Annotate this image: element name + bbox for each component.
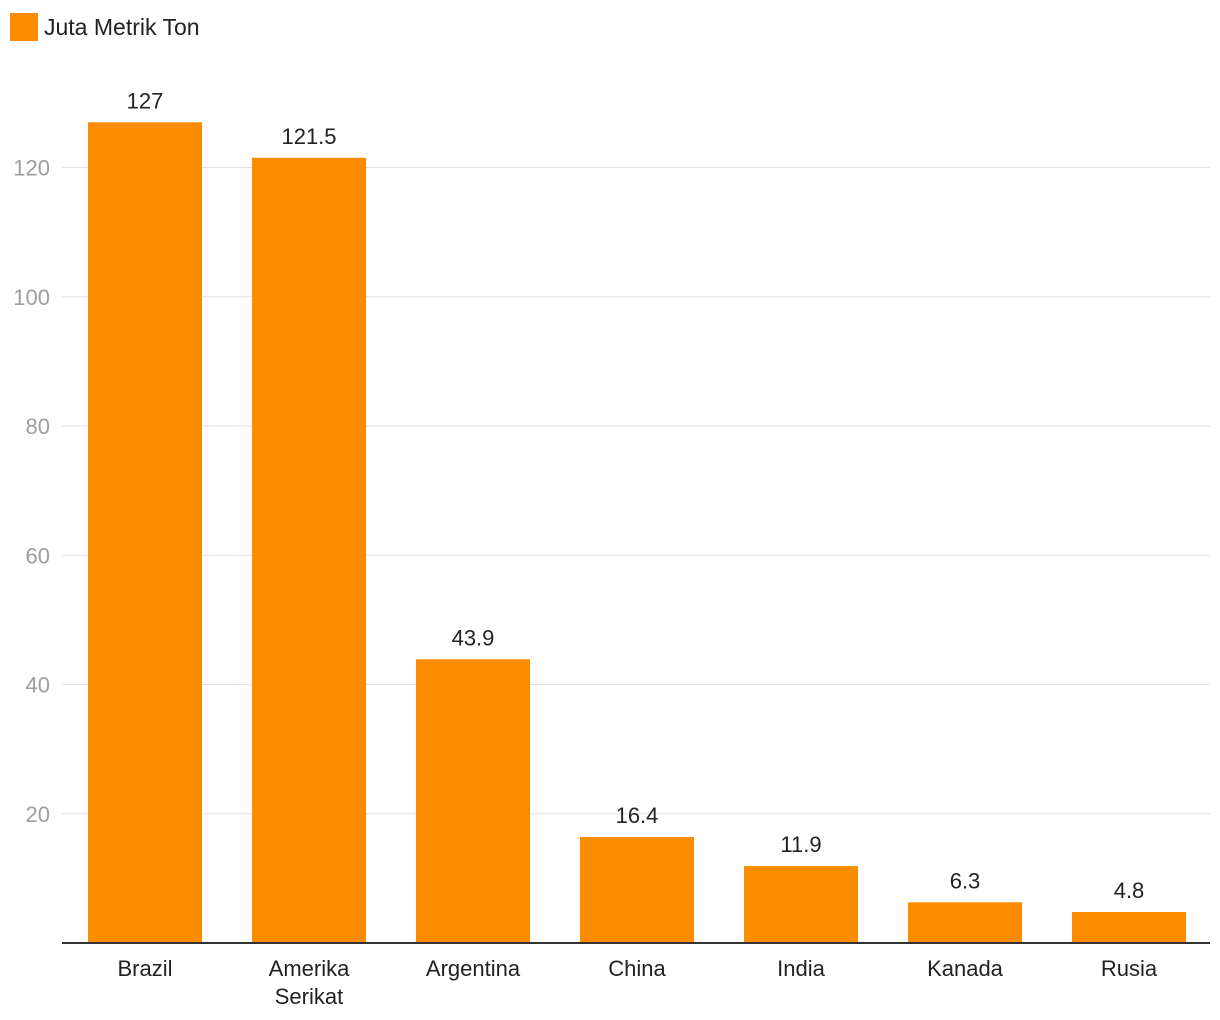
bar[interactable] bbox=[580, 837, 694, 943]
x-tick-label: Amerika Serikat bbox=[269, 956, 350, 1009]
bar[interactable] bbox=[88, 122, 202, 943]
bar[interactable] bbox=[908, 902, 1022, 943]
bar[interactable] bbox=[416, 659, 530, 943]
x-tick-label-line: Rusia bbox=[1101, 956, 1158, 981]
x-tick-label: Argentina bbox=[426, 956, 521, 981]
y-tick-label: 20 bbox=[26, 802, 50, 827]
x-tick-label: India bbox=[777, 956, 825, 981]
data-label: 121.5 bbox=[281, 124, 336, 149]
data-label: 16.4 bbox=[616, 803, 659, 828]
x-tick-label-line: Kanada bbox=[927, 956, 1004, 981]
y-tick-label: 40 bbox=[26, 673, 50, 698]
x-tick-label-line: Argentina bbox=[426, 956, 521, 981]
bar[interactable] bbox=[744, 866, 858, 943]
data-label: 43.9 bbox=[452, 625, 495, 650]
data-label: 11.9 bbox=[780, 832, 821, 857]
y-tick-label: 120 bbox=[13, 156, 50, 181]
data-label: 4.8 bbox=[1114, 878, 1145, 903]
y-tick-label: 60 bbox=[26, 543, 50, 568]
data-label: 6.3 bbox=[950, 868, 981, 893]
legend[interactable]: Juta Metrik Ton bbox=[10, 13, 200, 41]
x-tick-label: China bbox=[608, 956, 666, 981]
legend-label: Juta Metrik Ton bbox=[44, 14, 200, 40]
x-tick-label-line: Amerika bbox=[269, 956, 350, 981]
y-tick-label: 100 bbox=[13, 285, 50, 310]
bar[interactable] bbox=[252, 157, 366, 943]
x-tick-label: Rusia bbox=[1101, 956, 1158, 981]
x-tick-label-line: India bbox=[777, 956, 825, 981]
x-tick-label-line: China bbox=[608, 956, 666, 981]
x-tick-label-line: Brazil bbox=[117, 956, 172, 981]
data-label: 127 bbox=[127, 88, 164, 113]
legend-swatch bbox=[10, 13, 38, 41]
bar[interactable] bbox=[1072, 911, 1186, 943]
y-tick-label: 80 bbox=[26, 414, 50, 439]
x-tick-label: Kanada bbox=[927, 956, 1004, 981]
x-tick-label: Brazil bbox=[117, 956, 172, 981]
x-tick-label-line: Serikat bbox=[275, 984, 343, 1009]
